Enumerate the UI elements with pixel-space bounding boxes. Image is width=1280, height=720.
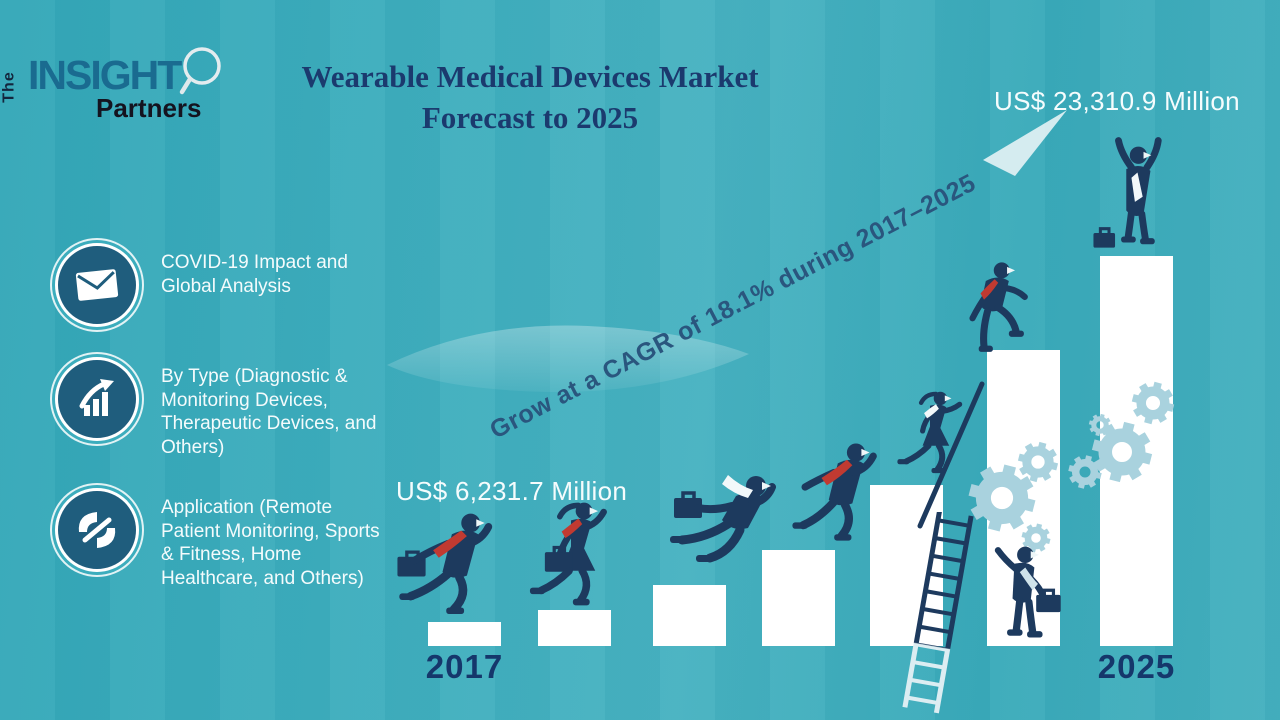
market-bar-2025 bbox=[1100, 256, 1173, 646]
logo-word-partners: Partners bbox=[96, 93, 202, 123]
market-bar bbox=[762, 550, 835, 646]
businessman-leaping-figure bbox=[670, 475, 776, 563]
year-label-2025: 2025 bbox=[1097, 648, 1176, 685]
businessman-climbing-figure bbox=[969, 262, 1028, 352]
feature-by-type: By Type (Diagnostic & Monitoring Devices… bbox=[55, 357, 401, 459]
growth-arrowhead-icon bbox=[983, 110, 1067, 176]
end-value-label: US$ 23,310.9 Million bbox=[994, 86, 1240, 116]
logo-word-the: The bbox=[0, 71, 18, 103]
businessman-at-ladder-figure bbox=[994, 546, 1061, 638]
gear-icon bbox=[1068, 455, 1102, 489]
start-value-label: US$ 6,231.7 Million bbox=[396, 476, 628, 506]
logo-word-insight: INSIGHT bbox=[28, 52, 182, 98]
businesswoman-running-figure bbox=[529, 502, 607, 606]
businesswoman-on-bar-figure bbox=[897, 391, 963, 474]
insight-partners-logo: The INSIGHT Partners bbox=[1, 46, 236, 131]
gears-sync-icon bbox=[55, 488, 139, 572]
market-bar bbox=[538, 610, 611, 646]
businessman-celebrating-figure bbox=[1093, 137, 1162, 248]
growth-chart-icon bbox=[55, 357, 139, 441]
feature-application-text: Application (Remote Patient Monitoring, … bbox=[161, 497, 380, 589]
market-bar-2017 bbox=[428, 622, 501, 646]
year-label-2017: 2017 bbox=[425, 648, 504, 685]
market-bar bbox=[653, 585, 726, 646]
feature-covid-text: COVID-19 Impact and Global Analysis bbox=[161, 252, 348, 297]
envelope-icon bbox=[55, 243, 139, 327]
magnifier-icon bbox=[179, 47, 221, 95]
businessman-running-figure-2 bbox=[792, 443, 877, 541]
businessman-running-figure-1 bbox=[397, 513, 493, 615]
feature-application: Application (Remote Patient Monitoring, … bbox=[55, 488, 401, 590]
feature-covid: COVID-19 Impact and Global Analysis bbox=[55, 243, 401, 327]
page-title: Wearable Medical Devices Market Forecast… bbox=[301, 59, 759, 135]
feature-by-type-text: By Type (Diagnostic & Monitoring Devices… bbox=[161, 366, 377, 458]
